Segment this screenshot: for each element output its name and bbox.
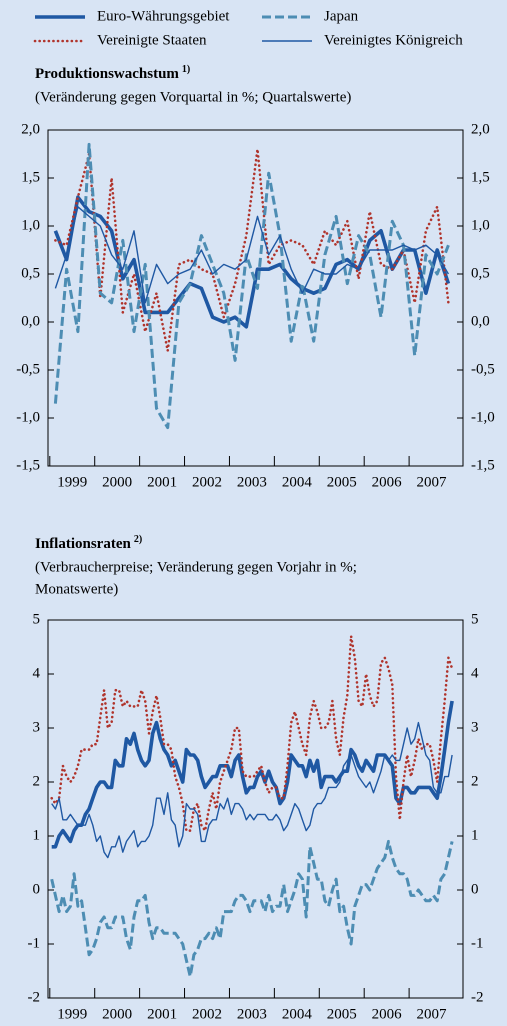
- x-tick-label: 2002: [192, 474, 222, 490]
- y-tick-label: 0,5: [21, 265, 40, 281]
- x-tick-label: 2006: [372, 1006, 403, 1022]
- y-tick-label: 2: [33, 773, 41, 789]
- legend-label: Japan: [324, 8, 359, 24]
- y-tick-label: 1,5: [21, 169, 40, 185]
- legend-label: Euro-Währungsgebiet: [97, 8, 230, 24]
- y2-tick-label: -1: [471, 935, 484, 951]
- series-line: [54, 206, 450, 304]
- panel-title: Inflationsraten 2): [35, 534, 142, 552]
- series-line: [50, 634, 454, 832]
- y2-tick-label: 2: [471, 773, 479, 789]
- y2-tick-label: 3: [471, 719, 479, 735]
- series-line: [50, 839, 454, 978]
- y2-tick-label: 4: [471, 665, 479, 681]
- x-tick-label: 2007: [417, 1006, 448, 1022]
- legend-label: Vereinigtes Königreich: [324, 32, 463, 48]
- panel-title: Produktionswachstum 1): [35, 64, 190, 82]
- x-tick-label: 2003: [237, 1006, 267, 1022]
- x-tick-label: 2001: [147, 474, 177, 490]
- y-tick-label: 4: [33, 665, 41, 681]
- panel-title-text: Produktionswachstum: [35, 66, 179, 82]
- y-tick-label: 0: [33, 881, 41, 897]
- plot-frame: [47, 129, 464, 467]
- y-tick-label: -1,0: [16, 409, 40, 425]
- y2-tick-label: 0: [471, 881, 479, 897]
- x-tick-label: 2004: [282, 1006, 313, 1022]
- y-tick-label: 5: [33, 611, 41, 627]
- y-tick-label: -1,5: [16, 457, 40, 473]
- panel-title-text: Inflationsraten: [35, 536, 131, 552]
- x-tick-label: 2002: [192, 1006, 222, 1022]
- y2-tick-label: -2: [471, 989, 484, 1005]
- x-tick-label: 2006: [372, 474, 403, 490]
- y2-tick-label: -0,5: [471, 361, 495, 377]
- legend-label: Vereinigte Staaten: [97, 32, 207, 48]
- panel-title-note: 1): [182, 64, 190, 75]
- panel-title-note: 2): [134, 534, 142, 545]
- x-tick-label: 2005: [327, 1006, 357, 1022]
- series-line: [51, 721, 453, 859]
- y-tick-label: 2,0: [21, 121, 40, 137]
- panel-subtitle: Monatswerte): [35, 581, 118, 597]
- y2-tick-label: 5: [471, 611, 479, 627]
- y2-tick-label: 0,5: [471, 265, 490, 281]
- x-tick-label: 2005: [327, 474, 357, 490]
- y2-tick-label: -1,5: [471, 457, 495, 473]
- x-tick-label: 1999: [57, 474, 87, 490]
- x-tick-label: 1999: [57, 1006, 87, 1022]
- x-tick-label: 2000: [102, 474, 132, 490]
- panel-subtitle: (Verbraucherpreise; Veränderung gegen Vo…: [35, 559, 357, 575]
- x-tick-label: 2001: [147, 1006, 177, 1022]
- y-tick-label: -2: [28, 989, 41, 1005]
- y2-tick-label: -1,0: [471, 409, 495, 425]
- series-line: [53, 142, 450, 430]
- y-tick-label: 1: [33, 827, 41, 843]
- y-tick-label: 1,0: [21, 217, 40, 233]
- series-line: [54, 147, 450, 353]
- y2-tick-label: 0,0: [471, 313, 490, 329]
- y2-tick-label: 1,5: [471, 169, 490, 185]
- series-line: [53, 195, 451, 329]
- y-tick-label: -0,5: [16, 361, 40, 377]
- y-tick-label: 0,0: [21, 313, 40, 329]
- plot-frame: [47, 619, 464, 999]
- x-tick-label: 2007: [417, 474, 448, 490]
- x-tick-label: 2000: [102, 1006, 132, 1022]
- x-tick-label: 2003: [237, 474, 267, 490]
- y2-tick-label: 1: [471, 827, 479, 843]
- panel-subtitle: (Veränderung gegen Vorquartal in %; Quar…: [35, 89, 351, 105]
- y2-tick-label: 1,0: [471, 217, 490, 233]
- y2-tick-label: 2,0: [471, 121, 490, 137]
- y-tick-label: 3: [33, 719, 41, 735]
- y-tick-label: -1: [28, 935, 41, 951]
- x-tick-label: 2004: [282, 474, 313, 490]
